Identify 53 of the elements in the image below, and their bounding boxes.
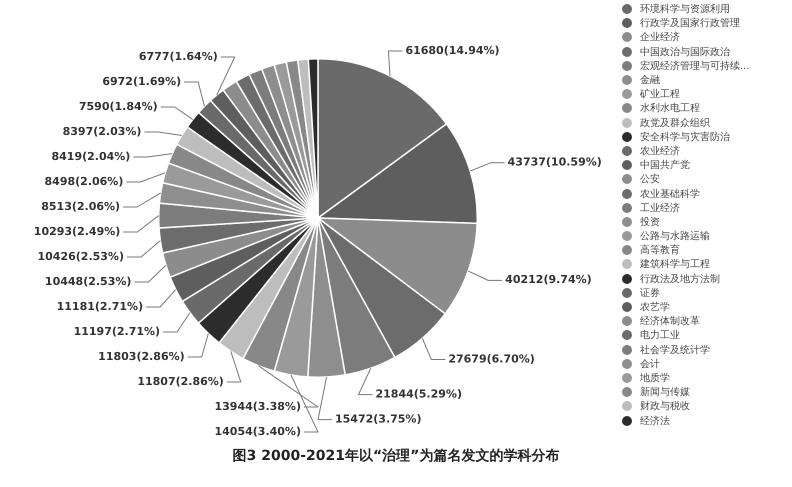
legend-label: 会计 <box>640 358 660 371</box>
data-label: 11181(2.71%) <box>56 300 144 313</box>
data-label: 10426(2.53%) <box>37 250 124 263</box>
data-label: 8498(2.06%) <box>44 174 124 188</box>
data-label: 10448(2.53%) <box>44 274 132 288</box>
legend-label: 安全科学与灾害防治 <box>640 130 730 144</box>
data-label: 14054(3.40%) <box>214 424 301 438</box>
legend-label: 电力工业 <box>640 328 680 342</box>
legend-label: 环境科学与资源利用 <box>640 2 730 16</box>
data-label: 10293(2.49%) <box>34 224 120 238</box>
legend-label: 公路与水路运输 <box>640 230 710 244</box>
legend-label: 新闻与传媒 <box>640 386 690 400</box>
legend-label: 水利水电工程 <box>640 102 700 116</box>
legend-label: 行政学及国家行政管理 <box>640 16 740 30</box>
data-label: 11803(2.86%) <box>98 350 185 363</box>
data-label: 61680(14.94%) <box>405 44 500 57</box>
legend-label: 证券 <box>640 286 660 300</box>
data-label: 11197(2.71%) <box>74 324 160 338</box>
data-label: 40212(9.74%) <box>505 273 592 286</box>
legend-label: 金融 <box>640 74 660 88</box>
data-label: 15472(3.75%) <box>335 412 422 426</box>
legend-label: 投资 <box>640 216 660 229</box>
data-label: 8419(2.04%) <box>51 150 130 163</box>
legend-label: 中国政治与国际政治 <box>640 46 730 59</box>
data-label: 7590(1.84%) <box>78 100 158 113</box>
data-label: 6777(1.64%) <box>138 50 218 63</box>
legend-label: 建筑科学与工程 <box>640 258 710 272</box>
legend-label: 政党及群众组织 <box>640 116 710 130</box>
legend-label: 农业基础科学 <box>640 188 700 201</box>
data-label: 11807(2.86%) <box>137 374 224 388</box>
legend-label: 农艺学 <box>640 300 670 314</box>
legend-label: 社会学及统计学 <box>640 344 710 357</box>
legend-label: 农业经济 <box>640 144 680 158</box>
legend-label: 地质学 <box>640 372 670 385</box>
legend-label: 经济法 <box>640 414 670 428</box>
data-label: 6972(1.69%) <box>102 74 182 88</box>
data-label: 8513(2.06%) <box>41 200 120 213</box>
legend-label: 公安 <box>640 172 660 186</box>
legend-label: 高等教育 <box>640 244 680 258</box>
data-label: 43737(10.59%) <box>508 156 602 169</box>
legend-label: 矿业工程 <box>640 88 680 102</box>
legend-label: 行政法及地方法制 <box>640 272 720 286</box>
legend-label: 企业经济 <box>640 30 680 44</box>
legend-label: 工业经济 <box>640 202 680 215</box>
legend-label: 财政与税收 <box>640 400 690 414</box>
data-label: 27679(6.70%) <box>448 352 535 366</box>
data-label: 8397(2.03%) <box>62 124 142 138</box>
text: 图3 2000-2021年以“治理”为篇名发文的学科分布 <box>232 447 560 465</box>
legend-label: 经济体制改革 <box>640 314 700 328</box>
legend-label: 宏观经济管理与可持续... <box>640 60 750 73</box>
data-label: 13944(3.38%) <box>214 400 301 413</box>
data-label: 21844(5.29%) <box>375 388 462 401</box>
legend-label: 中国共产党 <box>640 158 690 172</box>
